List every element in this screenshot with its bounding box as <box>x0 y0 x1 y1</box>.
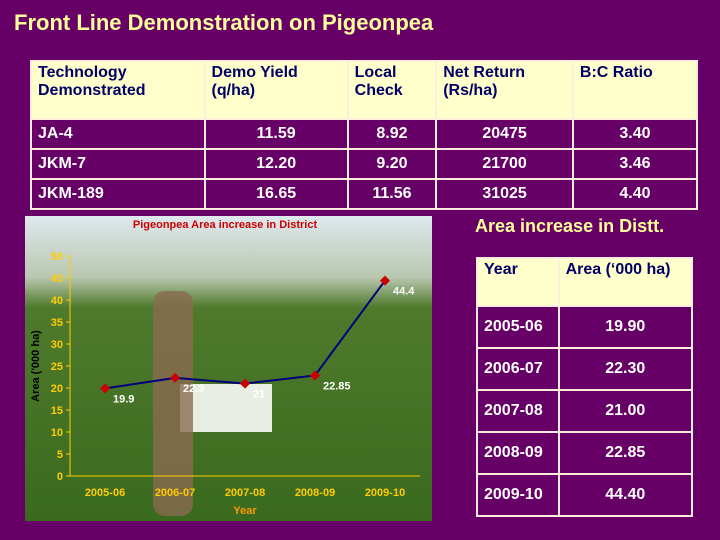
table-row: 2006-07 22.30 <box>476 347 694 391</box>
table-cell: 20475 <box>435 118 574 150</box>
table-cell: 11.59 <box>203 118 349 150</box>
y-axis-label: Area ('000 ha) <box>30 330 42 402</box>
table-cell: Year <box>476 257 560 307</box>
table-cell: 3.46 <box>571 148 699 180</box>
chart-title: Pigeonpea Area increase in District <box>133 219 318 231</box>
x-tick-label: 2005-06 <box>85 487 125 499</box>
x-tick-label: 2007-08 <box>225 487 265 499</box>
table-cell: 2009-10 <box>476 473 560 517</box>
table-cell: 22.85 <box>557 431 694 475</box>
table-row: JA-4 11.59 8.92 20475 3.40 <box>30 118 699 150</box>
table-cell: 22.30 <box>557 347 694 391</box>
data-point <box>310 370 320 381</box>
data-label: 22.3 <box>183 383 204 395</box>
table-row: 2007-08 21.00 <box>476 389 694 433</box>
data-label: 19.9 <box>113 393 134 405</box>
y-tick-label: 10 <box>51 427 63 439</box>
table-cell: Demo Yield (q/ha) <box>203 60 349 120</box>
table-cell: 44.40 <box>557 473 694 517</box>
signboard <box>180 384 272 432</box>
table-cell: 19.90 <box>557 305 694 349</box>
table-row: JKM-189 16.65 11.56 31025 4.40 <box>30 178 699 210</box>
table-cell: B:C Ratio <box>571 60 699 120</box>
chart: Pigeonpea Area increase in District Area… <box>25 216 432 521</box>
x-tick-label: 2006-07 <box>155 487 195 499</box>
y-tick-label: 45 <box>51 273 63 285</box>
y-tick-label: 20 <box>51 383 63 395</box>
table-cell: 31025 <box>435 178 574 210</box>
x-axis-label: Year <box>233 505 257 517</box>
table-row: JKM-7 12.20 9.20 21700 3.46 <box>30 148 699 180</box>
person <box>153 291 193 516</box>
demo-table: Technology Demonstrated Demo Yield (q/ha)… <box>30 60 699 210</box>
data-point <box>380 275 390 286</box>
y-tick-label: 5 <box>57 449 63 461</box>
side-title: Area increase in Distt. <box>475 216 665 236</box>
slide-title: Front Line Demonstration on Pigeonpea <box>14 10 434 35</box>
table-cell: 8.92 <box>346 118 438 150</box>
table-cell: 2006-07 <box>476 347 560 391</box>
table-row: 2009-10 44.40 <box>476 473 694 517</box>
y-tick-label: 0 <box>57 471 63 483</box>
data-label: 22.85 <box>323 380 351 392</box>
data-label: 21 <box>253 389 265 401</box>
table-cell: 2005-06 <box>476 305 560 349</box>
y-tick-label: 35 <box>51 317 63 329</box>
photo-background <box>25 216 432 521</box>
table-cell: Technology Demonstrated <box>30 60 206 120</box>
y-tick-label: 30 <box>51 339 63 351</box>
table-cell: 4.40 <box>571 178 699 210</box>
y-tick-label: 15 <box>51 405 63 417</box>
data-point <box>170 372 180 383</box>
table-row: Technology Demonstrated Demo Yield (q/ha)… <box>30 60 699 120</box>
table-cell: 2007-08 <box>476 389 560 433</box>
table-cell: 21700 <box>435 148 574 180</box>
y-tick-label: 50 <box>51 251 63 263</box>
table-cell: 12.20 <box>203 148 349 180</box>
x-tick-label: 2008-09 <box>295 487 335 499</box>
table-cell: Local Check <box>346 60 438 120</box>
area-table: Year Area (‘000 ha) 2005-06 19.90 2006-07 22.… <box>476 257 694 517</box>
table-cell: 2008-09 <box>476 431 560 475</box>
table-row: Year Area (‘000 ha) <box>476 257 694 307</box>
x-tick-label: 2009-10 <box>365 487 405 499</box>
table-cell: 21.00 <box>557 389 694 433</box>
data-point <box>240 378 250 389</box>
data-point <box>100 383 110 394</box>
table-cell: Net Return (Rs/ha) <box>435 60 574 120</box>
y-tick-label: 40 <box>51 295 63 307</box>
table-cell: JKM-7 <box>30 148 206 180</box>
table-cell: 16.65 <box>203 178 349 210</box>
table-cell: JA-4 <box>30 118 206 150</box>
y-tick-label: 25 <box>51 361 63 373</box>
table-cell: Area (‘000 ha) <box>557 257 694 307</box>
table-cell: JKM-189 <box>30 178 206 210</box>
table-row: 2008-09 22.85 <box>476 431 694 475</box>
table-row: 2005-06 19.90 <box>476 305 694 349</box>
table-cell: 11.56 <box>346 178 438 210</box>
table-cell: 3.40 <box>571 118 699 150</box>
table-cell: 9.20 <box>346 148 438 180</box>
data-label: 44.4 <box>393 286 415 298</box>
